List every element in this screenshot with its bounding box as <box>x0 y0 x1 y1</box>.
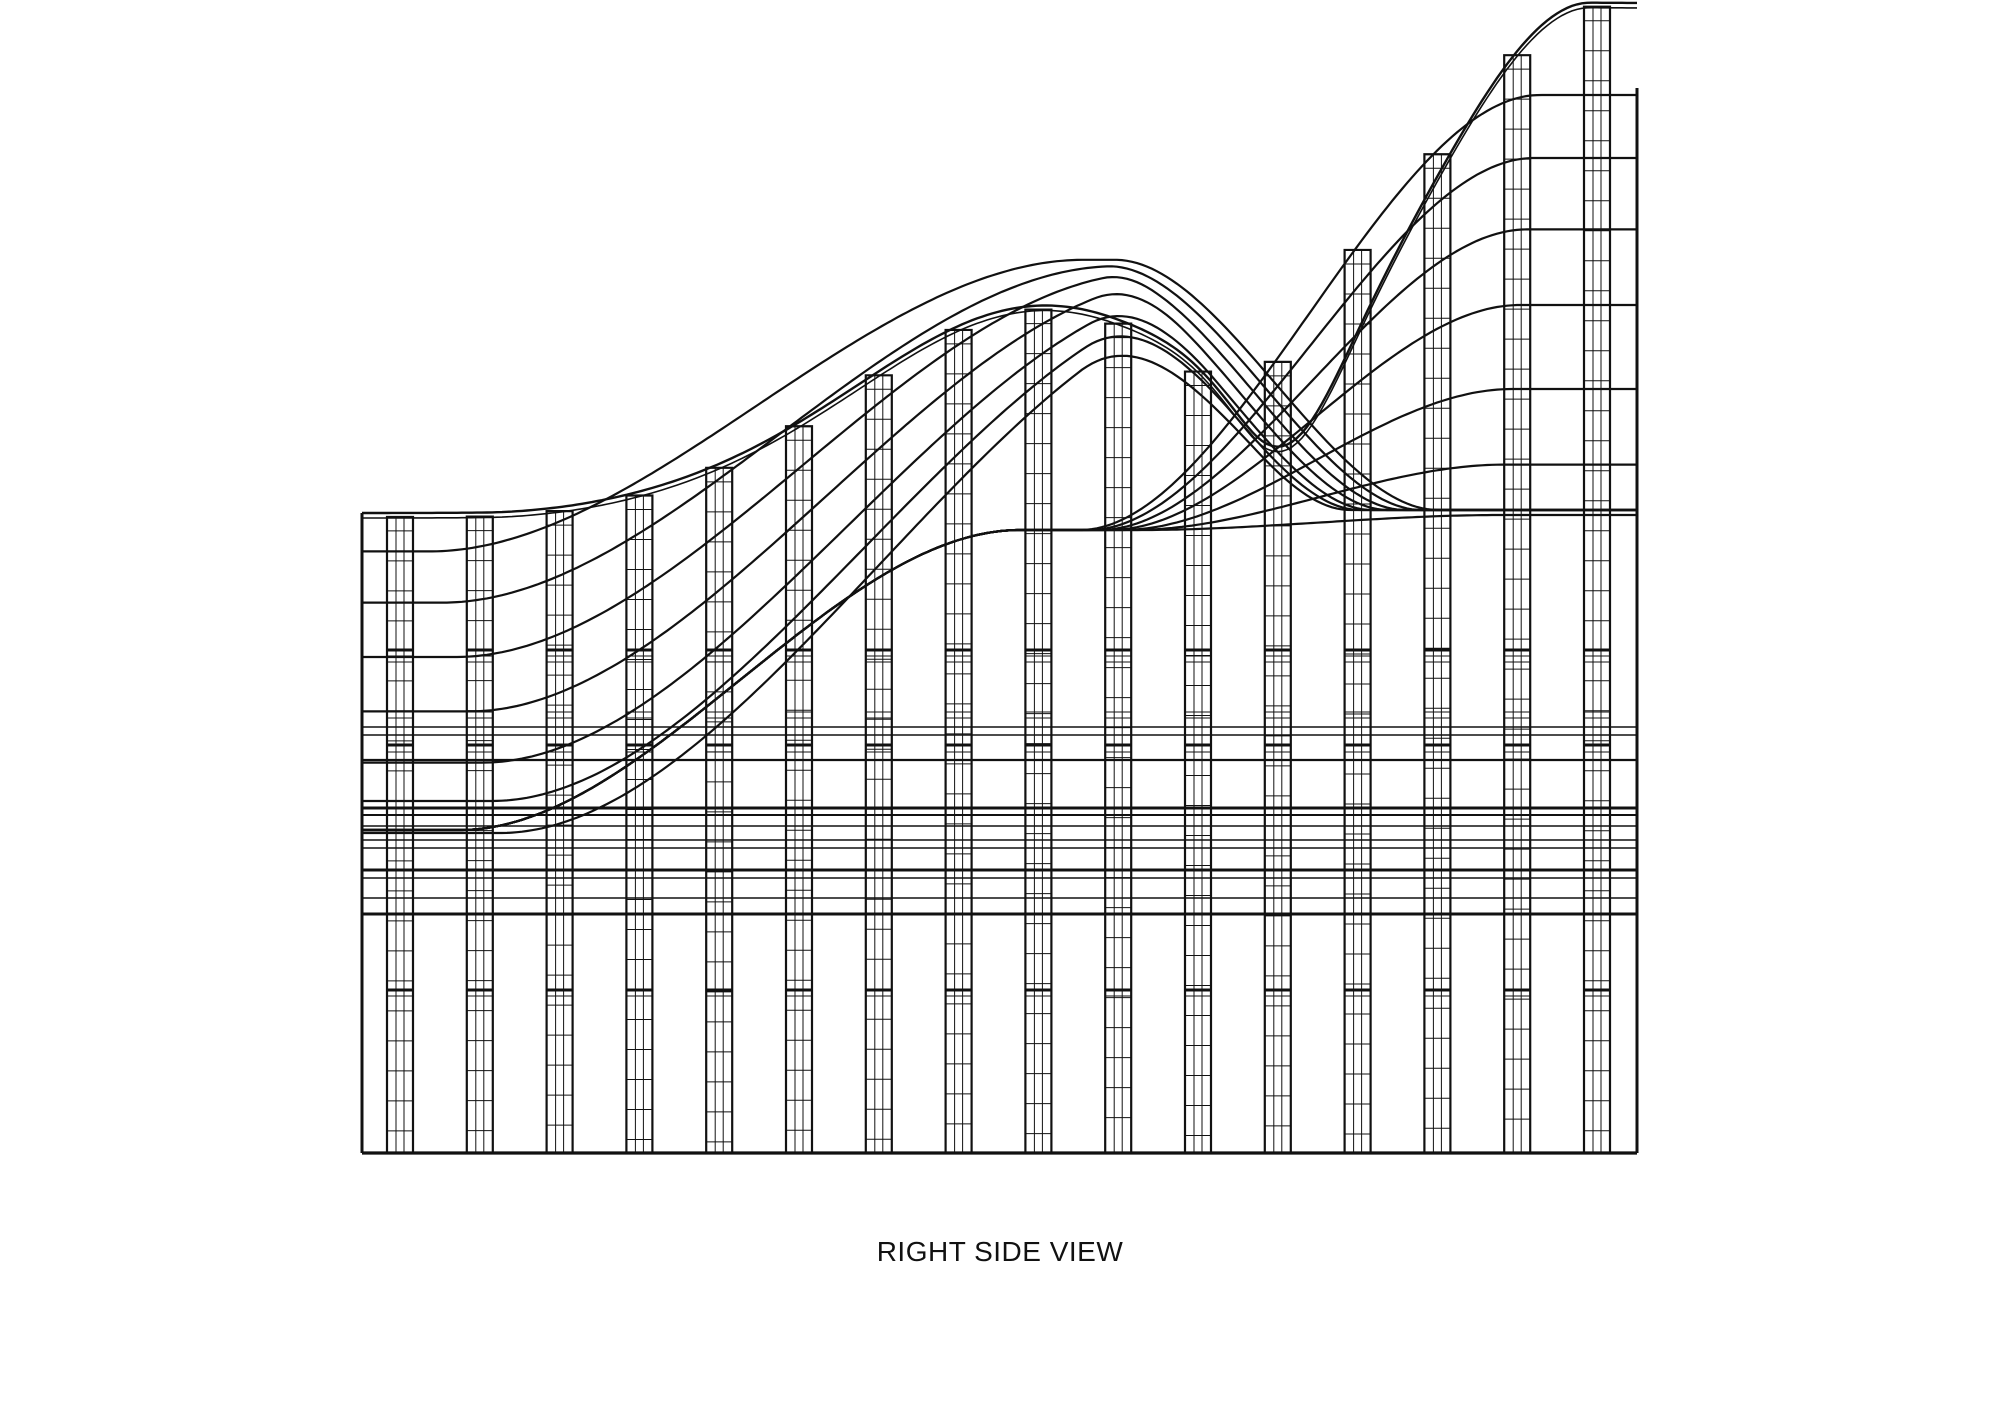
column <box>786 426 812 1153</box>
profile-curves <box>362 3 1637 833</box>
column-outline <box>706 468 732 1153</box>
column-outline <box>866 375 892 1153</box>
ribbon-curve <box>362 260 1637 552</box>
ribbon-curve <box>362 95 1637 830</box>
column <box>946 330 972 1153</box>
column <box>547 511 573 1153</box>
ribbon-curve <box>362 277 1637 657</box>
view-caption: RIGHT SIDE VIEW <box>876 1236 1124 1267</box>
ribbon-curve <box>362 465 1637 830</box>
column-outline <box>1504 55 1530 1153</box>
horizontal-rails <box>362 727 1637 914</box>
columns <box>387 7 1610 1153</box>
column <box>626 496 652 1153</box>
column-outline <box>626 496 652 1153</box>
column-outline <box>1105 324 1131 1153</box>
column-outline <box>1345 250 1371 1153</box>
column <box>706 468 732 1153</box>
column-outline <box>1025 310 1051 1153</box>
column-outline <box>387 517 413 1153</box>
ribbon-curve <box>362 515 1637 830</box>
ribbon-curve <box>362 305 1637 830</box>
column <box>866 375 892 1153</box>
column <box>1105 324 1131 1153</box>
ribbon-curve <box>362 389 1637 830</box>
top-profile-curve-inner <box>362 8 1637 518</box>
column-outline <box>1424 154 1450 1153</box>
column <box>1025 310 1051 1153</box>
top-profile-curve <box>362 3 1637 513</box>
outer-frame <box>362 88 1637 1153</box>
column <box>1424 154 1450 1153</box>
column-outline <box>467 517 493 1153</box>
column-outline <box>547 511 573 1153</box>
column <box>1504 55 1530 1153</box>
column <box>1584 7 1610 1153</box>
column-outline <box>786 426 812 1153</box>
column <box>1345 250 1371 1153</box>
ribbon-curve <box>362 356 1637 833</box>
ribbon-curve <box>362 336 1637 801</box>
column <box>467 517 493 1153</box>
column <box>387 517 413 1153</box>
